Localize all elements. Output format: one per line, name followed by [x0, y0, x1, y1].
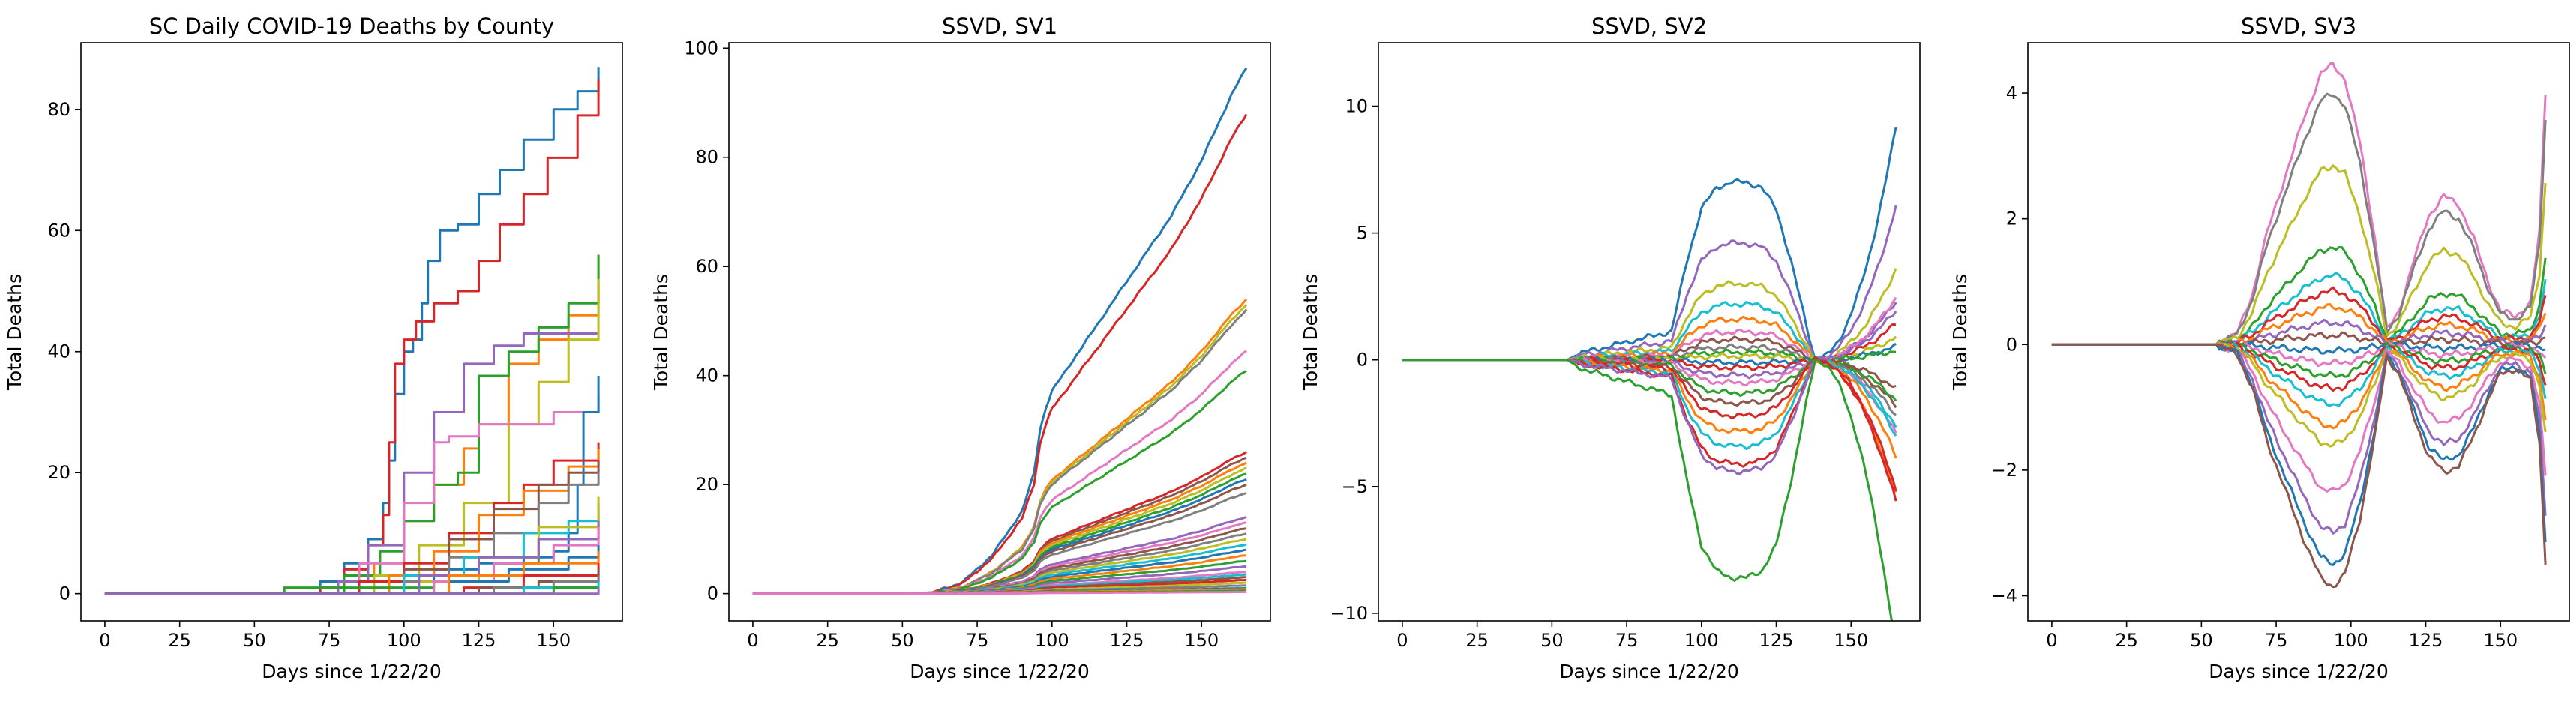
series-group [752, 67, 1248, 596]
y-axis-label: Total Deaths [650, 274, 672, 391]
x-axis-label: Days since 1/22/20 [910, 661, 1090, 682]
y-tick-label: −4 [1991, 585, 2017, 606]
chart-panel-2: 0 25 50 75 100 125 150 0 20 40 60 80 100 SSVD, SV1 Day… [650, 14, 1271, 682]
x-tick-label: 100 [1035, 630, 1069, 651]
y-tick-label: 40 [47, 341, 70, 362]
x-tick-label: 25 [2115, 630, 2138, 651]
series-line-2 [104, 79, 600, 596]
chart-title: SSVD, SV1 [942, 14, 1057, 39]
y-tick-label: 0 [2006, 334, 2017, 355]
x-tick-label: 25 [168, 630, 191, 651]
x-tick-label: 150 [536, 630, 571, 651]
x-tick-label: 150 [1184, 630, 1219, 651]
y-axis-label: Total Deaths [1300, 274, 1321, 391]
x-tick-label: 100 [1684, 630, 1719, 651]
series-line-17 [1402, 358, 1897, 502]
y-tick-label: 20 [695, 474, 718, 495]
y-tick-label: −5 [1342, 476, 1368, 497]
x-tick-label: 75 [966, 630, 989, 651]
series-group [1402, 127, 1897, 621]
y-tick-label: 4 [2006, 82, 2017, 104]
x-tick-label: 0 [99, 630, 110, 651]
x-tick-label: 150 [1834, 630, 1868, 651]
x-tick-label: 0 [1396, 630, 1408, 651]
y-tick-label: 0 [59, 584, 70, 604]
series-line-20 [2051, 343, 2547, 589]
chart-title: SSVD, SV3 [2241, 14, 2356, 39]
x-axis-label: Days since 1/22/20 [1559, 661, 1739, 682]
y-tick-label: −10 [1330, 603, 1368, 624]
axes-frame [80, 42, 623, 622]
x-axis-label: Days since 1/22/20 [2209, 661, 2389, 682]
y-tick-label: 20 [47, 462, 70, 483]
y-axis-label: Total Deaths [1949, 274, 1971, 391]
x-tick-label: 125 [2409, 630, 2443, 651]
series-line-6 [104, 278, 600, 596]
x-tick-label: 100 [2334, 630, 2368, 651]
y-tick-label: 100 [684, 38, 718, 58]
x-tick-label: 25 [1465, 630, 1489, 651]
axes-frame [2027, 42, 2570, 622]
x-tick-label: 125 [462, 630, 496, 651]
x-tick-label: 50 [2190, 630, 2213, 651]
chart-panel-1: 0 25 50 75 100 125 150 0 20 40 60 80 SC Daily COVID-… [4, 14, 623, 682]
y-tick-label: 60 [47, 220, 70, 241]
series-line-2 [1402, 239, 1897, 362]
series-group [104, 67, 600, 596]
series-line-10 [104, 448, 600, 596]
series-line-5 [1402, 315, 1897, 494]
y-tick-label: 80 [695, 147, 718, 168]
axes-frame [728, 42, 1271, 622]
chart-panel-3: 0 25 50 75 100 125 150 −10 −5 0 5 10 SSVD, SV2 Days s… [1300, 14, 1921, 682]
x-tick-label: 100 [387, 630, 421, 651]
series-line-25 [104, 587, 600, 596]
x-tick-label: 150 [2483, 630, 2518, 651]
y-tick-label: 80 [47, 99, 70, 120]
chart-panel-4: 0 25 50 75 100 125 150 −4 −2 0 2 4 SSVD, SV3 Days sin… [1949, 14, 2570, 682]
x-tick-label: 125 [1759, 630, 1794, 651]
series-line-7 [104, 394, 600, 596]
y-tick-label: 10 [1345, 96, 1368, 117]
x-tick-label: 75 [318, 630, 341, 651]
x-tick-label: 50 [243, 630, 266, 651]
chart-title: SSVD, SV2 [1591, 14, 1707, 39]
x-tick-label: 125 [1110, 630, 1144, 651]
series-line-7 [752, 370, 1247, 596]
y-tick-label: 5 [1357, 223, 1368, 244]
y-tick-label: 60 [695, 256, 718, 277]
y-tick-label: 0 [1357, 350, 1368, 370]
y-tick-label: 40 [695, 365, 718, 386]
y-tick-label: 2 [2006, 208, 2017, 230]
x-tick-label: 50 [1540, 630, 1564, 651]
x-tick-label: 25 [816, 630, 839, 651]
x-tick-label: 0 [747, 630, 758, 651]
y-tick-label: −2 [1991, 460, 2017, 481]
x-axis-label: Days since 1/22/20 [262, 661, 442, 682]
chart-title: SC Daily COVID-19 Deaths by County [149, 14, 554, 39]
axes-frame [1378, 42, 1921, 622]
x-tick-label: 0 [2046, 630, 2057, 651]
y-axis-label: Total Deaths [4, 274, 25, 391]
series-line-14 [2051, 342, 2547, 407]
series-line-1 [1402, 127, 1897, 362]
series-line-35 [752, 590, 1247, 596]
series-line-4 [104, 254, 600, 596]
series-line-19 [1402, 356, 1897, 450]
y-tick-label: 0 [707, 584, 718, 604]
series-group [2051, 62, 2547, 589]
x-tick-label: 50 [891, 630, 914, 651]
x-tick-label: 75 [2265, 630, 2288, 651]
x-tick-label: 75 [1615, 630, 1639, 651]
series-line-21 [1402, 205, 1897, 476]
series-line-22 [1402, 358, 1894, 621]
